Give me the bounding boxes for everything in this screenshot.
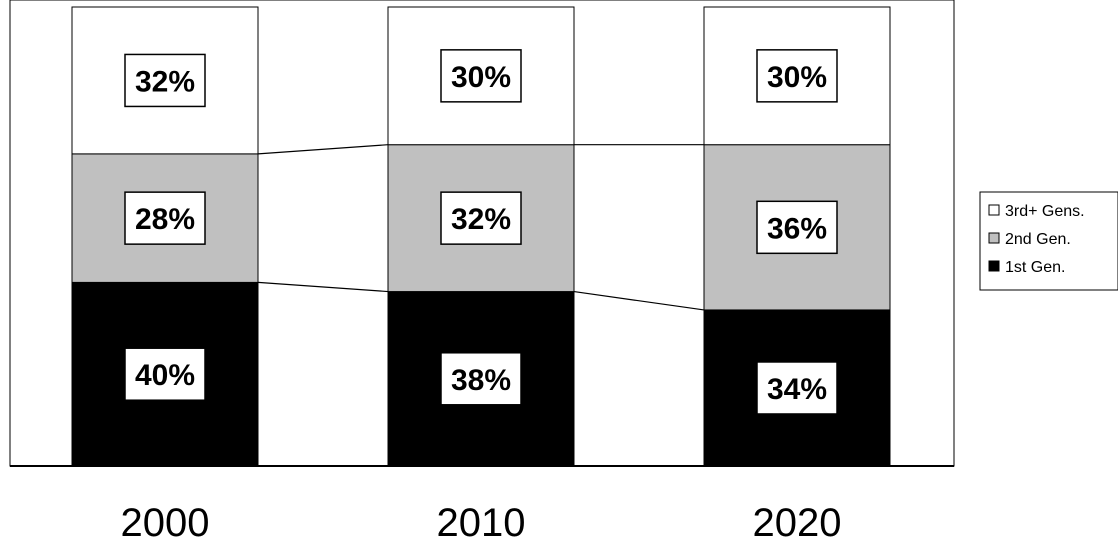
segment-labels-group: 40% 28% 32% 38% 32% 30% 34% 36% 30% <box>124 49 838 415</box>
data-label-text: 28% <box>135 203 195 236</box>
legend: 3rd+ Gens. 2nd Gen. 1st Gen. <box>979 191 1118 291</box>
data-label: 36% <box>756 200 838 255</box>
series-line <box>573 290 705 311</box>
data-label-text: 32% <box>451 203 511 236</box>
data-label-box <box>756 49 838 103</box>
series-lines-group <box>257 144 705 311</box>
category-labels-group: 2000 2010 2020 <box>121 501 842 545</box>
legend-item: 1st Gen. <box>988 259 1065 276</box>
data-label-text: 34% <box>767 373 827 406</box>
data-label: 40% <box>124 347 206 401</box>
data-label: 38% <box>440 352 522 406</box>
data-label-text: 30% <box>767 61 827 94</box>
data-label-box <box>756 361 838 415</box>
data-label-box <box>124 53 206 108</box>
legend-label: 3rd+ Gens. <box>1005 203 1085 220</box>
legend-label: 2nd Gen. <box>1005 231 1071 248</box>
legend-box <box>979 191 1118 291</box>
data-label: 34% <box>756 361 838 415</box>
series-line <box>257 144 389 155</box>
legend-label: 1st Gen. <box>1005 259 1065 276</box>
data-label-text: 40% <box>135 359 195 392</box>
data-label-box <box>440 352 522 406</box>
data-label-text: 38% <box>451 364 511 397</box>
legend-swatch <box>988 232 1000 244</box>
data-label-box <box>124 347 206 401</box>
data-label: 32% <box>440 191 522 245</box>
data-label: 32% <box>124 53 206 108</box>
data-label-box <box>440 49 522 103</box>
legend-swatch <box>988 260 1000 272</box>
data-label-box <box>124 191 206 245</box>
data-label-text: 36% <box>767 212 827 245</box>
data-label-text: 30% <box>451 61 511 94</box>
data-label-box <box>440 191 522 245</box>
x-tick-label: 2010 <box>437 501 526 545</box>
legend-item: 3rd+ Gens. <box>988 203 1085 220</box>
legend-item: 2nd Gen. <box>988 231 1071 248</box>
legend-swatch <box>988 204 1000 216</box>
data-label: 28% <box>124 191 206 245</box>
x-tick-label: 2000 <box>121 501 210 545</box>
data-label: 30% <box>756 49 838 103</box>
data-label: 30% <box>440 49 522 103</box>
data-label-box <box>756 200 838 255</box>
series-line <box>257 281 389 293</box>
data-label-text: 32% <box>135 65 195 98</box>
x-tick-label: 2020 <box>753 501 842 545</box>
